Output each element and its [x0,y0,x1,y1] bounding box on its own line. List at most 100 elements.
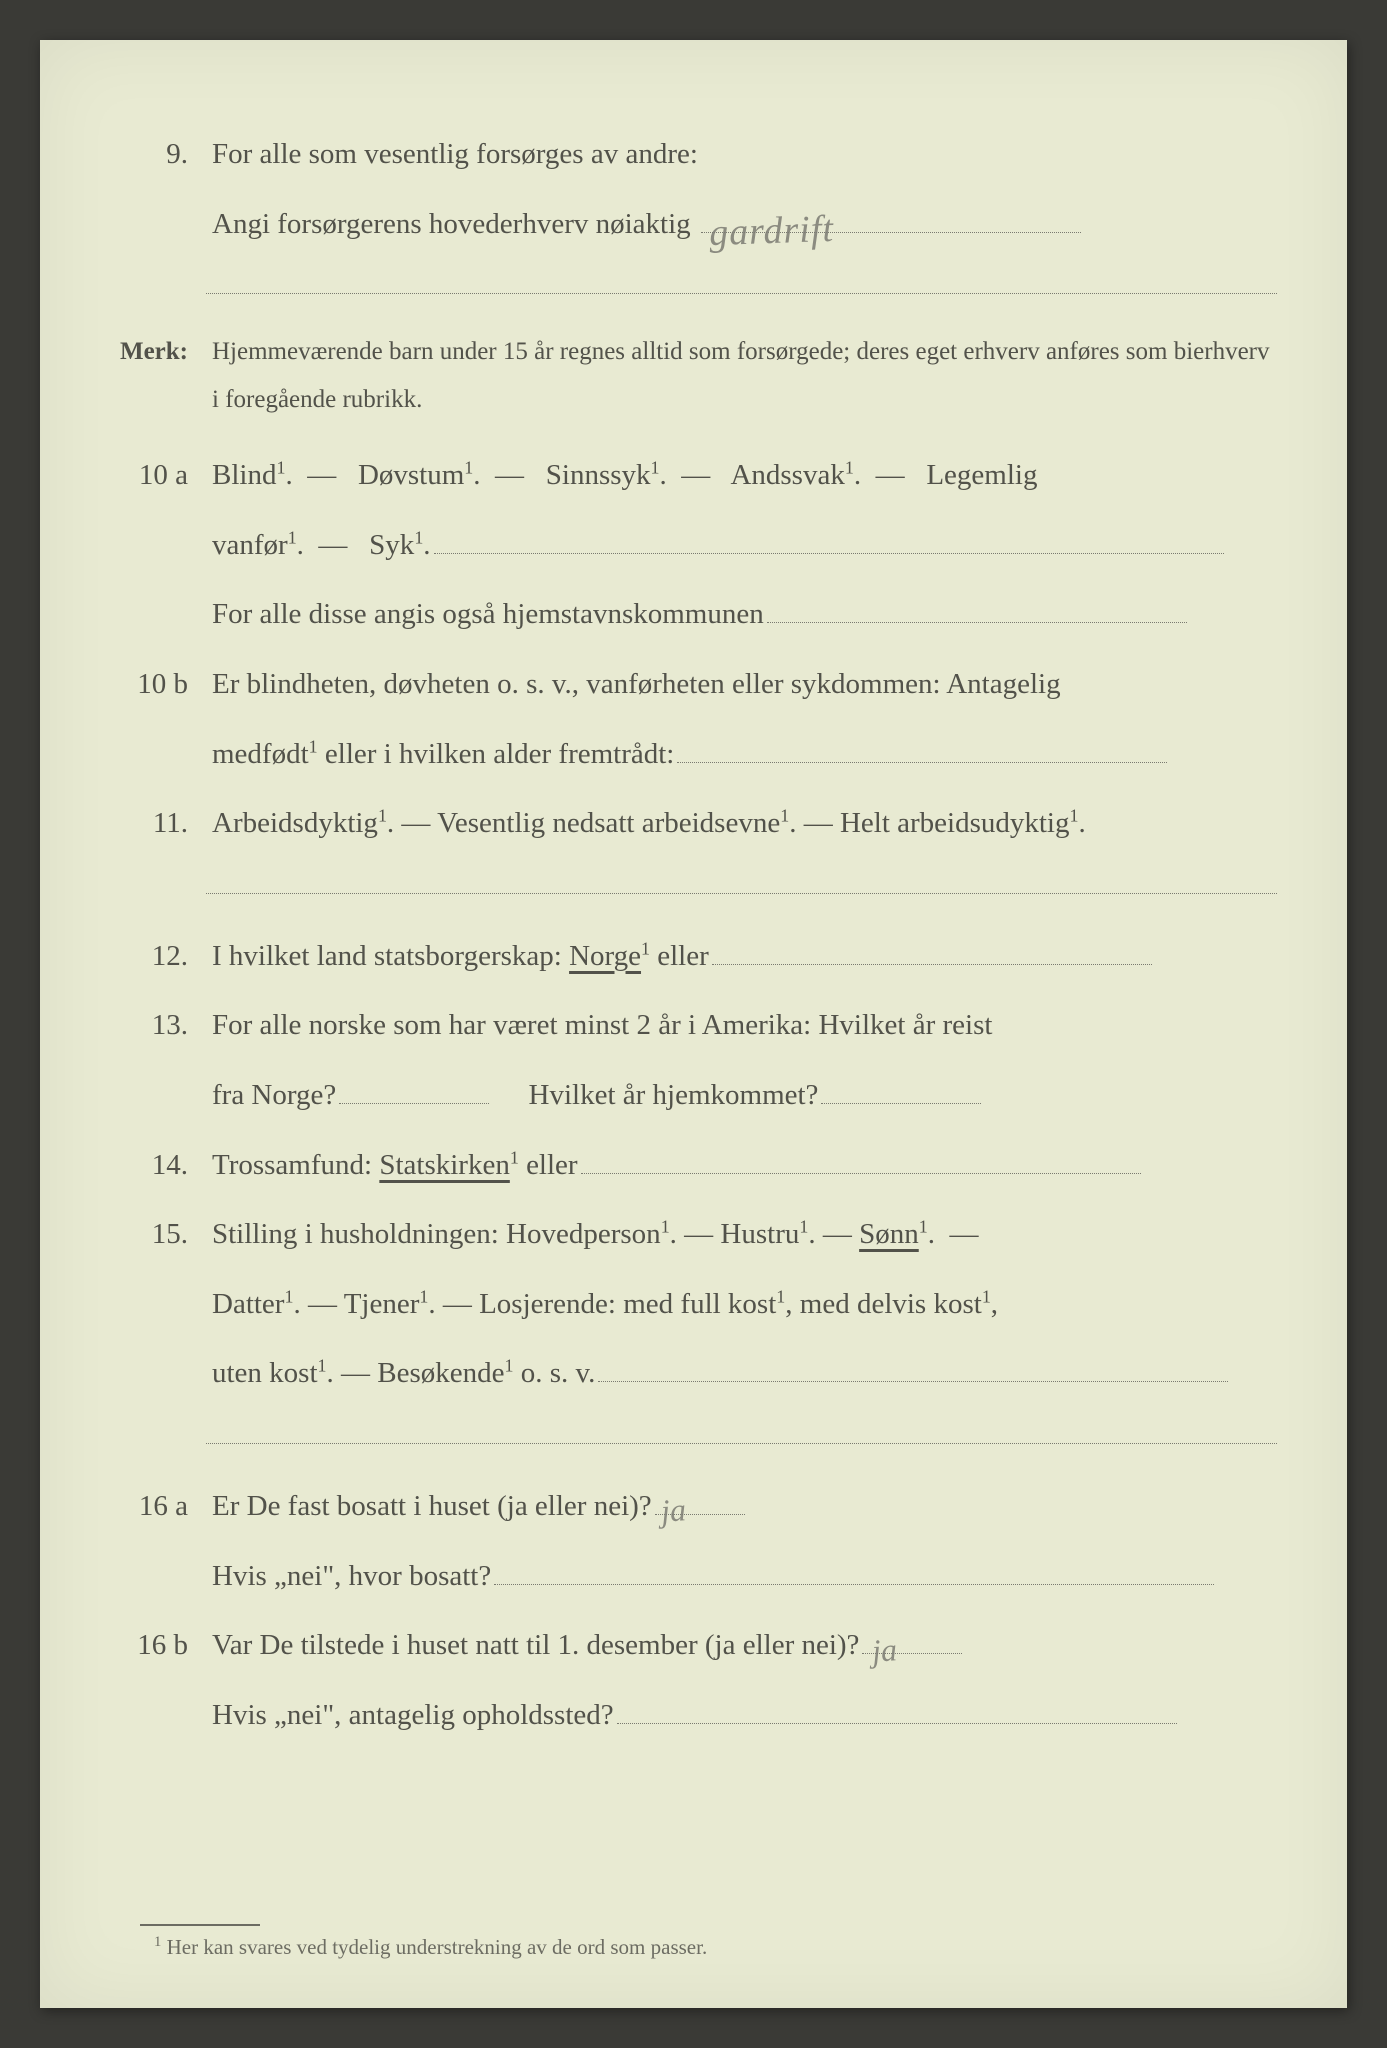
opt-statskirken: Statskirken [379,1149,510,1181]
footnote: 1 Her kan svares ved tydelig understrekn… [154,1934,1277,1960]
pre: Trossamfund: [212,1149,379,1181]
q-body: Arbeidsdyktig1. — Vesentlig nedsatt arbe… [212,789,1277,859]
l2b: Hvilket år hjemkommet? [529,1079,819,1111]
opt-norge: Norge [569,940,641,972]
t: . — Helt arbeidsudyktig [789,807,1069,839]
d: . — [293,1288,343,1320]
question-9: 9. For alle som vesentlig forsørges av a… [110,120,1277,259]
l1: For alle norske som har været minst 2 år… [212,1009,992,1041]
pre: I hvilket land statsborgerskap: [212,940,569,972]
l2: Hvis „nei", hvor bosatt? [212,1560,491,1592]
footer: 1 Her kan svares ved tydelig understrekn… [110,1924,1277,1960]
q-number: 9. [110,120,194,190]
t: . [1078,807,1085,839]
question-16a: 16 a Er De fast bosatt i huset (ja eller… [110,1472,1277,1611]
q-body: Trossamfund: Statskirken1 eller [212,1131,1277,1201]
question-13: 13. For alle norske som har været minst … [110,991,1277,1130]
footnote-marker: 1 [154,1934,161,1950]
t: . — Vesentlig nedsatt arbeidsevne [387,807,780,839]
question-10a: 10 a Blind1. — Døvstum1. — Sinnssyk1. — … [110,441,1277,650]
divider [206,1443,1277,1444]
t: Arbeidsdyktig [212,807,378,839]
q-number: 14. [110,1131,194,1201]
divider [206,293,1277,294]
opt: Sinnssyk [546,459,651,491]
los: . — Losjerende: med full kost [428,1288,776,1320]
q9-blank[interactable]: gardrift [701,204,1081,233]
opt: Legemlig [926,459,1037,491]
question-10b: 10 b Er blindheten, døvheten o. s. v., v… [110,650,1277,789]
post: eller [650,940,709,972]
blank[interactable] [712,936,1152,965]
q-body: Er blindheten, døvheten o. s. v., vanfør… [212,650,1277,789]
q-body: Er De fast bosatt i huset (ja eller nei)… [212,1472,1277,1611]
pre: Stilling i husholdningen: Hovedperson [212,1218,661,1250]
hustru: Hustru [720,1218,799,1250]
blank[interactable] [617,1695,1177,1724]
merk-label: Merk: [110,322,194,382]
question-15: 15. Stilling i husholdningen: Hovedperso… [110,1200,1277,1409]
post: eller [519,1149,578,1181]
blank[interactable] [767,595,1187,624]
blank[interactable] [494,1556,1214,1585]
q-body: For alle norske som har været minst 2 år… [212,991,1277,1130]
l2: Hvis „nei", antagelig opholdssted? [212,1699,614,1731]
q10b-t2a: medfødt [212,738,309,770]
q10a-line2-pre: For alle disse angis også hjemstavnskomm… [212,598,764,630]
end: o. s. v. [514,1357,596,1389]
bes: . — Besøkende [327,1357,505,1389]
l1: Er De fast bosatt i huset (ja eller nei)… [212,1490,652,1522]
blank[interactable] [598,1354,1228,1383]
q9-handwritten: gardrift [707,184,835,279]
l2a: fra Norge? [212,1079,336,1111]
merk-note: Merk: Hjemmeværende barn under 15 år reg… [110,322,1277,423]
q-body: For alle som vesentlig forsørges av andr… [212,120,1277,259]
q-number: 10 a [110,441,194,511]
q-body: Var De tilstede i huset natt til 1. dese… [212,1611,1277,1750]
blank[interactable]: ja [862,1626,962,1655]
q-number: 10 b [110,650,194,720]
census-form-page: 9. For alle som vesentlig forsørges av a… [40,40,1347,2008]
tjener: Tjener [344,1288,420,1320]
question-11: 11. Arbeidsdyktig1. — Vesentlig nedsatt … [110,789,1277,859]
blank[interactable] [581,1145,1141,1174]
q-number: 16 b [110,1611,194,1681]
divider [206,893,1277,894]
question-14: 14. Trossamfund: Statskirken1 eller [110,1131,1277,1201]
l1: Var De tilstede i huset natt til 1. dese… [212,1629,859,1661]
hand-ja: ja [870,1611,900,1689]
q-number: 11. [110,789,194,859]
footnote-text: Her kan svares ved tydelig understreknin… [167,1935,708,1959]
opt-sonn: Sønn [859,1218,919,1250]
opt: Blind [212,459,276,491]
delvis: , med delvis kost [785,1288,982,1320]
blank[interactable] [339,1075,489,1104]
blank[interactable] [677,734,1167,763]
merk-text: Hjemmeværende barn under 15 år regnes al… [212,328,1277,423]
q10b-t2b: eller i hvilken alder fremtrådt: [318,738,675,770]
d: . — [808,1218,859,1250]
blank[interactable] [434,525,1224,554]
q-body: Stilling i husholdningen: Hovedperson1. … [212,1200,1277,1409]
q9-line2-pre: Angi forsørgerens hovederhverv nøiaktig [212,208,691,240]
opt: Syk [369,529,414,561]
datter: Datter [212,1288,284,1320]
blank[interactable] [821,1075,981,1104]
d: . — [670,1218,721,1250]
opt: Døvstum [358,459,464,491]
q10b-t1: Er blindheten, døvheten o. s. v., vanfør… [212,668,1061,700]
question-12: 12. I hvilket land statsborgerskap: Norg… [110,922,1277,992]
q-number: 12. [110,922,194,992]
q9-line1: For alle som vesentlig forsørges av andr… [212,138,698,170]
q-number: 16 a [110,1472,194,1542]
q-body: Blind1. — Døvstum1. — Sinnssyk1. — Andss… [212,441,1277,650]
hand-ja: ja [658,1472,688,1550]
opt: Andssvak [730,459,844,491]
q-number: 13. [110,991,194,1061]
blank[interactable]: ja [655,1486,745,1515]
question-16b: 16 b Var De tilstede i huset natt til 1.… [110,1611,1277,1750]
uten: uten kost [212,1357,318,1389]
opt: vanfør [212,529,288,561]
q-body: I hvilket land statsborgerskap: Norge1 e… [212,922,1277,992]
q-number: 15. [110,1200,194,1270]
